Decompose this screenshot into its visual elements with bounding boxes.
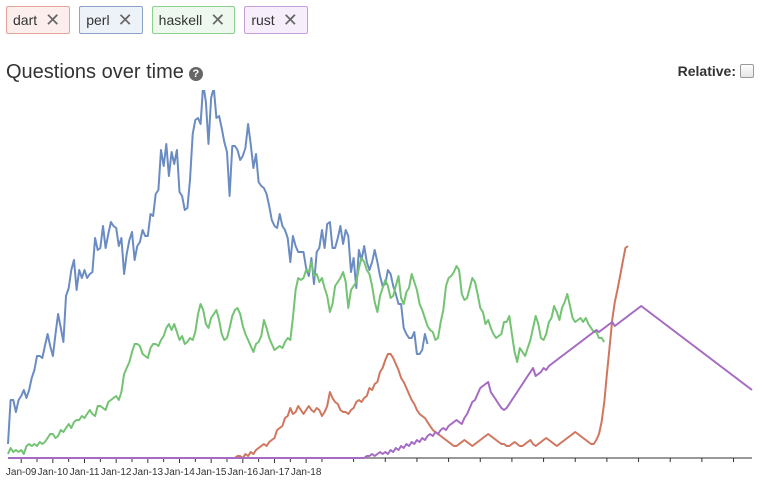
remove-tag-icon[interactable]: ✕ bbox=[210, 10, 226, 30]
relative-label: Relative: bbox=[677, 63, 736, 79]
remove-tag-icon[interactable]: ✕ bbox=[45, 10, 61, 30]
x-tick-label: Jan-16 bbox=[228, 467, 259, 478]
series-line-perl[interactable] bbox=[7, 90, 429, 445]
help-icon[interactable]: ? bbox=[188, 66, 203, 81]
tag-label: perl bbox=[86, 12, 110, 28]
remove-tag-icon[interactable]: ✕ bbox=[282, 10, 298, 30]
x-tick-label: Jan-13 bbox=[133, 467, 164, 478]
x-tick-label: Jan-12 bbox=[101, 467, 132, 478]
chart-header: Questions over time ? bbox=[6, 61, 203, 84]
x-tick-label: Jan-14 bbox=[164, 467, 195, 478]
x-tick-label: Jan-17 bbox=[259, 467, 290, 478]
tag-label: dart bbox=[13, 12, 38, 28]
tag-perl: perl ✕ bbox=[79, 6, 143, 34]
tag-dart: dart ✕ bbox=[6, 6, 71, 34]
tag-list: dart ✕ perl ✕ haskell ✕ rust ✕ bbox=[6, 6, 308, 34]
series-line-haskell[interactable] bbox=[7, 257, 606, 455]
x-tick-label: Jan-18 bbox=[291, 467, 322, 478]
relative-checkbox[interactable] bbox=[740, 64, 754, 78]
relative-toggle: Relative: bbox=[678, 63, 754, 79]
tag-rust: rust ✕ bbox=[244, 6, 308, 34]
tag-label: rust bbox=[251, 12, 275, 28]
x-tick-label: Jan-15 bbox=[196, 467, 227, 478]
x-tick-label: Jan-11 bbox=[70, 467, 100, 478]
series-line-rust[interactable] bbox=[8, 305, 753, 459]
page-title: Questions over time bbox=[6, 61, 184, 83]
remove-tag-icon[interactable]: ✕ bbox=[117, 10, 133, 30]
x-tick-label: Jan-09 bbox=[6, 467, 37, 478]
tag-haskell: haskell ✕ bbox=[151, 6, 236, 34]
tag-label: haskell bbox=[158, 12, 203, 28]
questions-over-time-chart: Jan-09 Jan-10 Jan-11 Jan-12 Jan-13 Jan-14 Jan-… bbox=[6, 90, 753, 478]
x-tick-label: Jan-10 bbox=[38, 467, 69, 478]
